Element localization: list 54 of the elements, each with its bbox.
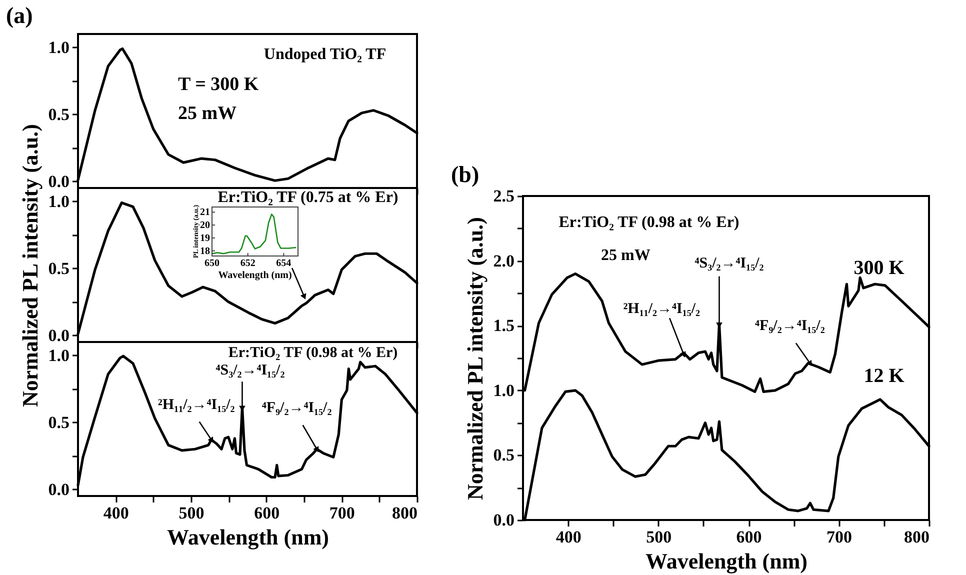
x-tick-label: 400	[556, 528, 582, 546]
y-tick-label: 0.0	[48, 480, 70, 499]
y-tick-label: 19	[200, 232, 210, 244]
y-tick-label: 0.0	[48, 172, 70, 191]
y-tick-label: 0.5	[48, 412, 70, 432]
text: (b)	[451, 162, 480, 187]
x-tick-label: 700	[329, 504, 355, 522]
x-tick-label: 800	[392, 504, 418, 522]
annotation: ²H₁₁/₂→⁴I₁₅/₂	[158, 396, 236, 413]
x-tick-label: 652	[240, 258, 256, 269]
x-tick-label: 400	[103, 504, 129, 522]
y-tick-label: 2.5	[493, 186, 514, 206]
y-tick-label: 0.0	[48, 326, 70, 345]
annotation: 25 mW	[601, 247, 650, 264]
annotation: Er:TiO₂ TF (0.75 at % Er)	[218, 189, 398, 206]
y-tick-label: 18	[200, 246, 210, 257]
x-tick-label: 600	[254, 504, 280, 522]
annotation: 25 mW	[178, 103, 237, 124]
y-tick-label: 0.5	[48, 258, 70, 278]
x-tick-label: 700	[826, 528, 852, 546]
annotation: ⁴F₉/₂→⁴I₁₅/₂	[754, 318, 826, 334]
annotation: ⁴S₃/₂→⁴I₁₅/₂	[694, 255, 764, 272]
annotation: ²H₁₁/₂→⁴I₁₅/₂	[623, 301, 700, 318]
y-tick-label: 1.0	[48, 38, 70, 57]
annotation: Er:TiO₂ TF (0.98 at % Er)	[228, 345, 398, 361]
annotation: Undoped TiO₂ TF	[264, 46, 386, 63]
x-axis-title: Wavelength (nm)	[218, 270, 292, 281]
y-tick-label: 20	[200, 220, 210, 232]
text: (a)	[6, 3, 33, 28]
y-axis-title: Normalized PL intensity (a.u.)	[17, 124, 42, 407]
y-tick-label: 2.0	[493, 251, 514, 270]
x-axis-title: Wavelength (nm)	[167, 524, 329, 550]
x-axis-title: Wavelength (nm)	[646, 548, 808, 574]
y-tick-label: 21	[200, 207, 210, 218]
x-tick-label: 600	[736, 528, 762, 546]
x-tick-label: 800	[904, 528, 930, 546]
series-label: 12 K	[864, 365, 905, 387]
annotation: ⁴S₃/₂→⁴I₁₅/₂	[216, 362, 286, 379]
y-tick-label: 1.0	[493, 380, 514, 400]
x-tick-label: 500	[646, 528, 672, 546]
annotation: T = 300 K	[178, 74, 259, 95]
annotation: Er:TiO₂ TF (0.98 at % Er)	[558, 214, 740, 231]
y-tick-label: 1.0	[48, 192, 70, 211]
x-tick-label: 650	[204, 258, 220, 269]
annotation: ⁴F₉/₂→⁴I₁₅/₂	[262, 400, 332, 416]
y-axis-title: Normalized PL intensity (a.u.)	[462, 217, 488, 500]
series-label: 300 K	[854, 257, 905, 279]
y-tick-label: 0.0	[493, 510, 514, 530]
x-tick-label: 654	[276, 258, 292, 269]
y-tick-label: 0.5	[48, 104, 70, 124]
y-tick-label: 1.5	[493, 316, 514, 336]
y-tick-label: 0.5	[493, 446, 514, 465]
y-tick-label: 1.0	[48, 346, 70, 365]
x-tick-label: 500	[178, 504, 204, 522]
